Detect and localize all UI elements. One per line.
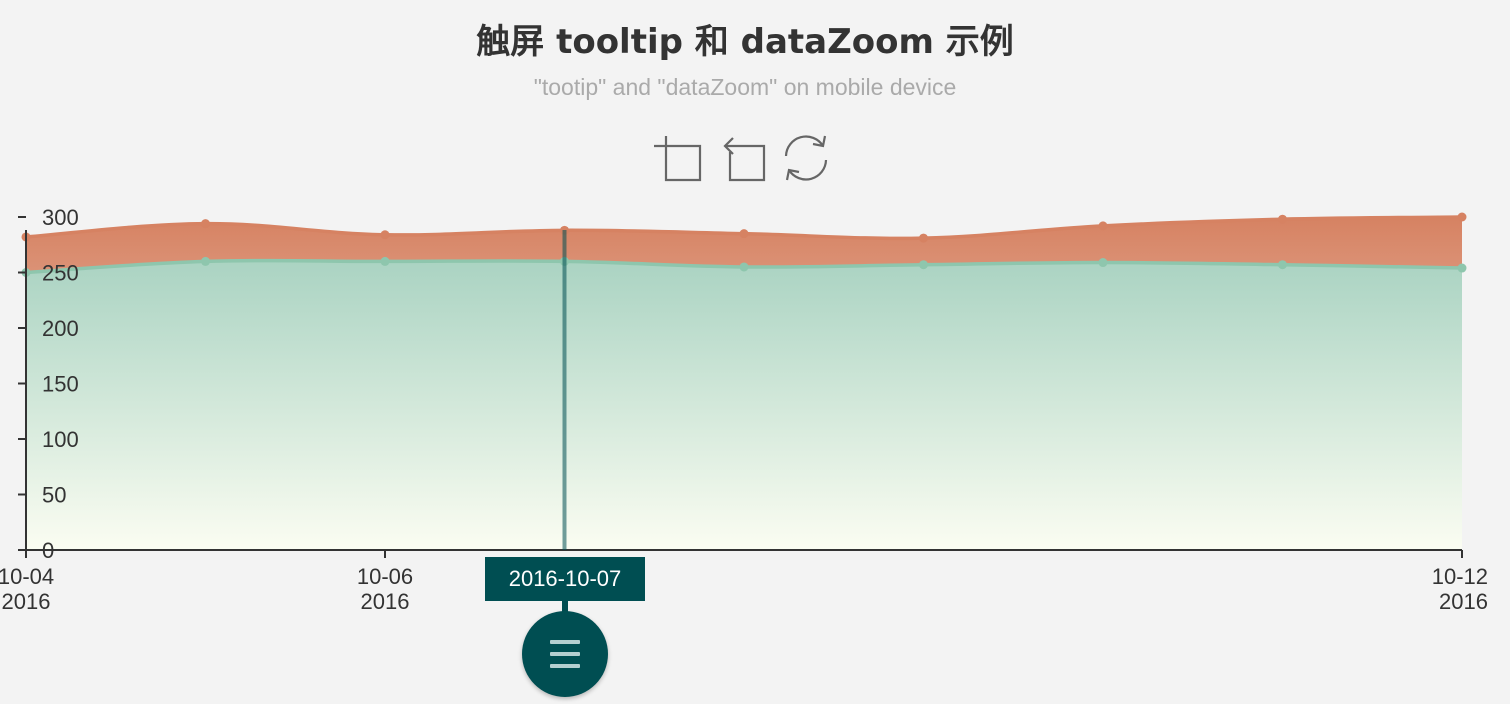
zoom-back-icon[interactable] [716, 132, 768, 184]
toolbox [652, 132, 832, 186]
data-point-green[interactable] [1278, 260, 1287, 270]
data-point-green[interactable] [1098, 258, 1108, 268]
axis-pointer-handle[interactable] [522, 611, 608, 697]
series-area-green [26, 260, 1462, 550]
x-tick-label-year: 2016 [1439, 589, 1488, 614]
series-layer [21, 212, 1467, 550]
chart-title: 触屏 tooltip 和 dataZoom 示例 [476, 22, 1014, 62]
data-point-green[interactable] [380, 256, 390, 266]
data-point-orange[interactable] [201, 219, 210, 229]
y-tick-label: 50 [42, 483, 66, 508]
y-tick-label: 150 [42, 372, 79, 397]
x-tick-label: 10-04 [0, 564, 54, 589]
x-tick-label-year: 2016 [361, 589, 410, 614]
chart-subtitle: "tootip" and "dataZoom" on mobile device [533, 74, 957, 100]
menu-icon [550, 640, 580, 668]
x-tick-label: 10-12 [1432, 564, 1488, 589]
data-zoom-icon[interactable] [652, 132, 704, 184]
data-point-green[interactable] [1457, 263, 1467, 273]
data-point-green[interactable] [919, 260, 928, 270]
data-point-orange[interactable] [739, 229, 749, 239]
data-point-orange[interactable] [380, 230, 390, 240]
x-tick-label-year: 2016 [2, 589, 51, 614]
axis-pointer-label: 2016-10-07 [485, 557, 645, 601]
data-point-green[interactable] [739, 262, 749, 272]
data-point-orange[interactable] [1278, 214, 1287, 224]
y-tick-label: 200 [42, 316, 79, 341]
y-tick-label: 300 [42, 205, 79, 230]
data-point-orange[interactable] [1457, 212, 1467, 222]
y-tick-label: 100 [42, 427, 79, 452]
axis-pointer-handle-stem [562, 601, 568, 613]
y-tick-label: 250 [42, 261, 79, 286]
y-tick-label: 0 [42, 538, 54, 563]
data-point-green[interactable] [201, 256, 210, 266]
restore-icon[interactable] [780, 132, 832, 184]
data-point-orange[interactable] [1098, 221, 1108, 231]
axis-layer: 05010015020025030010-04201610-06201610-1… [0, 205, 1488, 614]
data-point-orange[interactable] [919, 233, 928, 243]
x-tick-label: 10-06 [357, 564, 413, 589]
